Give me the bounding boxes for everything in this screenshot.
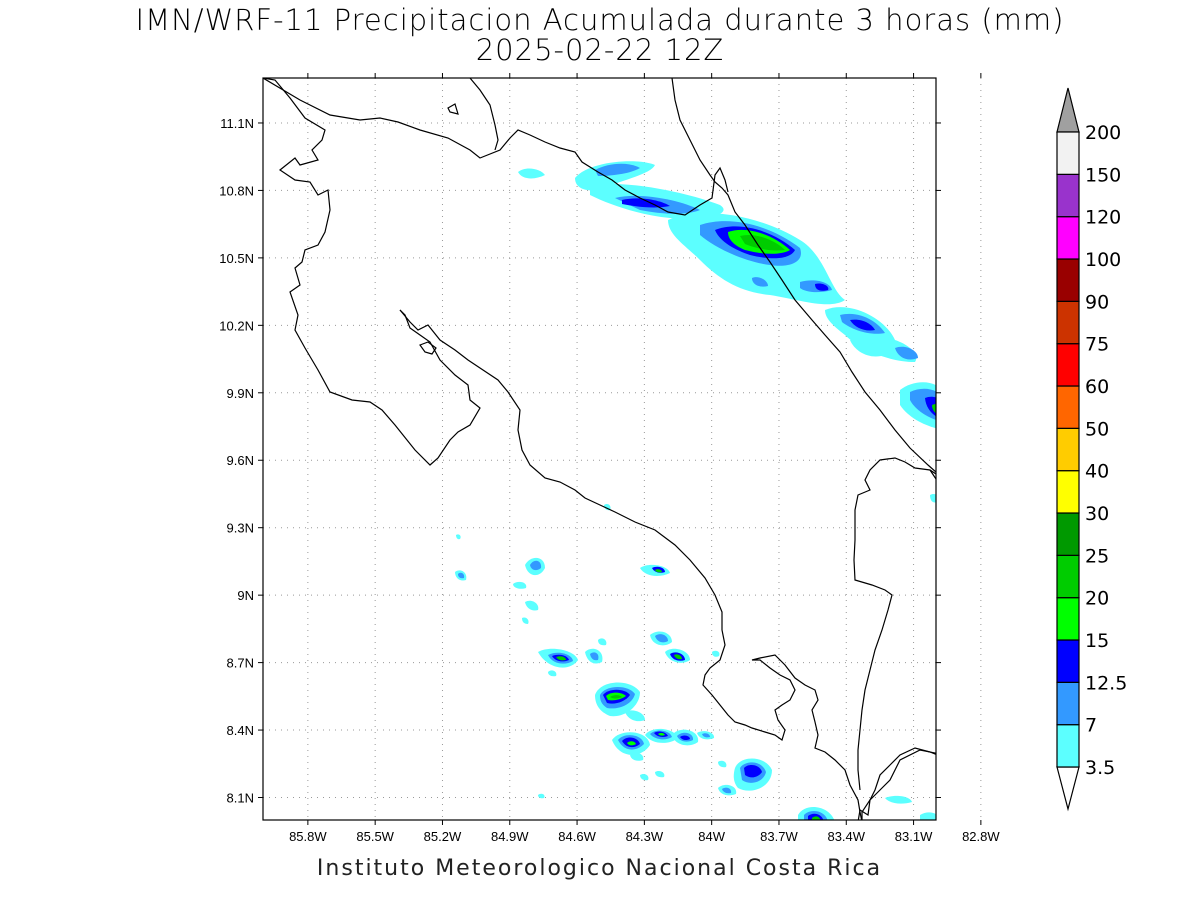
colorbar-swatch — [1056, 300, 1080, 345]
map-frame — [262, 77, 937, 821]
axes: 85.8W 85.5W 85.2W 84.9W 84.6W 84.3W 84W 83.7W 83… — [219, 73, 1000, 844]
lon-tick-label: 84.6W — [558, 829, 596, 844]
colorbar-label: 7 — [1085, 715, 1097, 737]
colorbar-swatch — [1056, 173, 1080, 218]
colorbar: 3.5 7 12.5 15 20 25 30 40 50 60 75 90 100 120 150 200 — [1056, 87, 1127, 812]
lon-tick-label: 83.4W — [827, 829, 865, 844]
lon-tick-label: 84W — [698, 829, 725, 844]
nicaragua-costarica-border — [263, 78, 729, 216]
lon-tick-label: 85.8W — [289, 829, 327, 844]
lat-tick-label: 8.1N — [227, 791, 254, 806]
colorbar-label: 75 — [1085, 334, 1109, 356]
colorbar-lower-arrow — [1056, 766, 1080, 812]
colorbar-label: 100 — [1085, 249, 1121, 271]
colorbar-label: 3.5 — [1085, 757, 1115, 779]
colorbar-label: 150 — [1085, 164, 1121, 186]
lat-tick-label: 10.5N — [219, 251, 254, 266]
nicaragua-east-coast — [469, 78, 499, 151]
pacific-cell-golfo-dulce — [595, 682, 645, 722]
colorbar-swatch — [1056, 681, 1080, 726]
colorbar-swatch — [1056, 216, 1080, 260]
pacific-cells-south — [612, 728, 715, 781]
footer-credit: Instituto Meteorologico Nacional Costa R… — [316, 856, 883, 881]
lat-tick-label: 8.7N — [227, 656, 254, 671]
caribbean-coast — [671, 78, 936, 473]
colorbar-label: 25 — [1085, 545, 1109, 567]
panama-caribbean-border — [853, 457, 936, 791]
panama-north-coast — [929, 469, 936, 481]
pacific-cells-north — [455, 503, 670, 624]
colorbar-label: 40 — [1085, 461, 1109, 483]
caribbean-coast-east — [900, 382, 936, 503]
colorbar-swatch — [1056, 597, 1080, 641]
colorbar-label: 200 — [1085, 122, 1121, 144]
pacific-cells-mid — [538, 631, 720, 677]
colorbar-upper-arrow — [1056, 87, 1080, 133]
lon-tick-label: 85.2W — [424, 829, 462, 844]
lon-tick-label: 84.3W — [626, 829, 664, 844]
lon-tick-label: 83.7W — [760, 829, 798, 844]
map-date: 2025-02-22 12Z — [475, 33, 725, 67]
colorbar-label: 120 — [1085, 207, 1121, 229]
colorbar-swatch — [1056, 427, 1080, 472]
colorbar-swatch — [1056, 470, 1080, 514]
caribbean-band-north — [518, 161, 724, 220]
colorbar-swatch — [1056, 512, 1080, 556]
colorbar-label: 60 — [1085, 376, 1109, 398]
caribbean-band-southeast — [780, 279, 918, 362]
lon-tick-label: 85.5W — [356, 829, 394, 844]
lat-tick-label: 9.9N — [227, 386, 254, 401]
lat-tick-label: 9.6N — [227, 453, 254, 468]
colorbar-label: 90 — [1085, 291, 1109, 313]
colorbar-label: 20 — [1085, 588, 1109, 610]
isla-lake — [447, 103, 459, 115]
colorbar-label: 30 — [1085, 503, 1109, 525]
lat-tick-label: 9N — [237, 588, 254, 603]
nicaragua-lake-shore — [263, 78, 481, 466]
lat-tick-label: 10.2N — [219, 318, 254, 333]
colorbar-swatch — [1056, 554, 1080, 599]
colorbar-swatch — [1056, 385, 1080, 429]
colorbar-swatch — [1056, 343, 1080, 387]
colorbar-label: 12.5 — [1085, 672, 1127, 694]
nicoya-gulf-coast — [399, 309, 863, 820]
lat-tick-label: 11.1N — [220, 116, 254, 131]
lon-tick-label: 82.8W — [962, 829, 1000, 844]
colorbar-label: 15 — [1085, 630, 1109, 652]
lat-tick-label: 10.8N — [219, 183, 254, 198]
precipitation-field — [455, 161, 936, 820]
colorbar-label: 50 — [1085, 418, 1109, 440]
colorbar-swatch — [1056, 131, 1080, 175]
colorbar-swatch — [1056, 639, 1080, 683]
lat-tick-label: 8.4N — [227, 723, 254, 738]
pacific-cell-osa — [538, 758, 936, 820]
map-title: IMN/WRF-11 Precipitacion Acumulada duran… — [135, 3, 1065, 37]
nicoya-island — [419, 341, 437, 355]
lat-tick-label: 9.3N — [227, 521, 254, 536]
coastlines — [263, 78, 936, 820]
colorbar-swatch — [1056, 724, 1080, 768]
lon-tick-label: 83.1W — [895, 829, 933, 844]
panama-coast-south — [857, 749, 936, 820]
lon-tick-label: 84.9W — [491, 829, 529, 844]
colorbar-swatch — [1056, 258, 1080, 302]
